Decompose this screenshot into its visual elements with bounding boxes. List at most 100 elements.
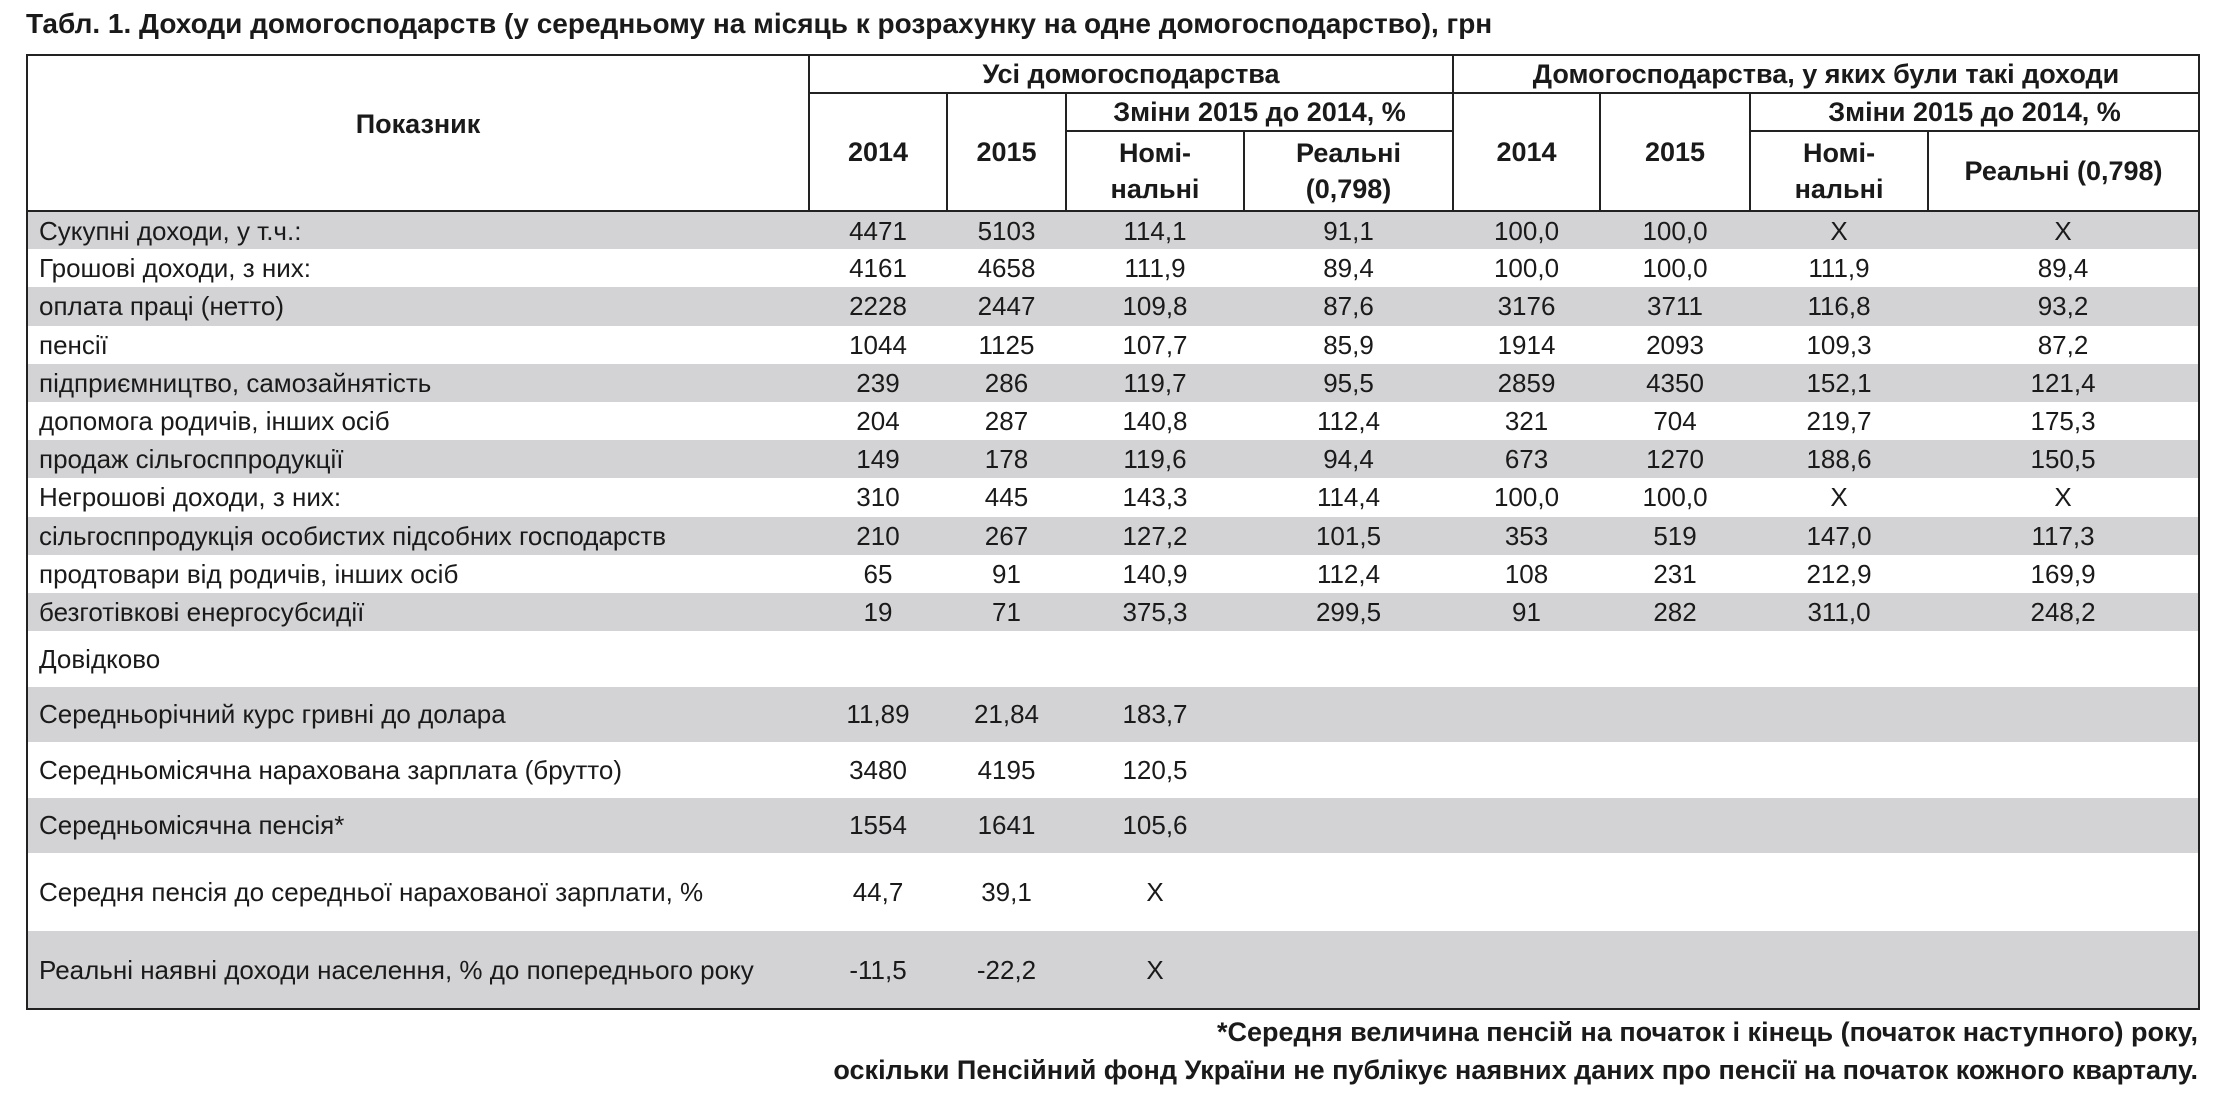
cell-value: 1270	[1646, 444, 1704, 475]
header-with-2014: 2014	[1452, 92, 1602, 212]
cell-value: 248,2	[1928, 592, 2201, 632]
cell-value: 704	[1653, 406, 1697, 437]
cell-value: 116,8	[1807, 291, 1871, 322]
header-all-nominal: Номі-нальні	[1065, 130, 1245, 212]
row-label: сільгосппродукція особистих підсобних го…	[26, 516, 809, 555]
cell-value: X	[1830, 215, 1848, 246]
cell-value: 1044	[849, 329, 907, 360]
table-title: Табл. 1. Доходи домогосподарств (у серед…	[26, 8, 1493, 39]
table-row: безготівкові енергосубсидії 19 71 375,3 299,…	[26, 592, 2201, 632]
cell-value: 100,0	[1642, 253, 1708, 284]
footnote-line-2: оскільки Пенсійний фонд України не публі…	[833, 1055, 2198, 1085]
cell-value: 114,1	[1123, 215, 1187, 246]
cell-value: 112,4	[1316, 558, 1381, 589]
cell-value: 114,4	[1316, 482, 1381, 513]
cell-value: -22,2	[947, 931, 1066, 1011]
cell-value: 89,4	[1928, 249, 2201, 288]
cell-value: 117,3	[1928, 516, 2201, 555]
cell-value: 210	[856, 520, 900, 551]
reference-row: Середньомісячна нарахована зарплата (бру…	[26, 742, 2201, 798]
cell-value: 21,84	[973, 699, 1040, 730]
cell-value: 105,6	[1122, 810, 1188, 841]
table-header: Показник Усі домогосподарства Домогоспод…	[26, 54, 2201, 212]
cell-value: 147,0	[1806, 520, 1872, 551]
cell-value: 445	[984, 482, 1029, 513]
table-row: продаж сільгосппродукції 149 178 119,6 94,4 6…	[26, 440, 2201, 479]
table-row: оплата праці (нетто) 2228 2447 109,8 87,6 317…	[26, 287, 2201, 326]
cell-value: 3711	[1647, 291, 1703, 322]
row-label: підприємництво, самозайнятість	[26, 363, 809, 402]
row-label: Грошові доходи, з них:	[26, 249, 809, 288]
table-row: підприємництво, самозайнятість 239 286 119,…	[26, 363, 2201, 402]
cell-value: 100,0	[1642, 215, 1708, 246]
table-row: Грошові доходи, з них: 4161 4658 111,9 89,4 1…	[26, 249, 2201, 288]
cell-value: 101,5	[1315, 520, 1382, 551]
reference-row: Реальні наявні доходи населення, % до по…	[26, 931, 2201, 1011]
empty-cell	[809, 631, 2201, 687]
cell-value: 150,5	[1928, 440, 2201, 479]
cell-value: 4195	[977, 754, 1036, 785]
header-all-2015: 2015	[946, 92, 1067, 212]
cell-value: 287	[984, 406, 1029, 437]
cell-value: X	[1146, 877, 1164, 908]
row-label: Середньорічний курс гривні до долара	[26, 686, 809, 743]
row-label: Середньомісячна нарахована зарплата (бру…	[26, 742, 809, 798]
cell-value: 44,7	[852, 877, 904, 908]
cell-value: 112,4	[1316, 406, 1381, 437]
row-label: Сукупні доходи, у т.ч.:	[26, 211, 809, 250]
reference-row: Середньорічний курс гривні до долара 11,8…	[26, 686, 2201, 743]
cell-value: 204	[856, 406, 900, 437]
cell-value: 212,9	[1806, 558, 1872, 589]
table-row: Негрошові доходи, з них: 310 445 143,3 114,4…	[26, 478, 2201, 517]
cell-value: 19	[863, 596, 893, 627]
table-row: сільгосппродукція особистих підсобних го…	[26, 516, 2201, 555]
cell-value: 107,7	[1122, 329, 1188, 360]
cell-value: 65	[863, 558, 893, 589]
header-households-with-income: Домогосподарства, у яких були такі доход…	[1452, 54, 2201, 94]
empty-cell	[1244, 797, 2201, 854]
cell-value: 119,7	[1123, 367, 1187, 398]
reference-label: Довідково	[26, 631, 809, 687]
row-label: Негрошові доходи, з них:	[26, 478, 809, 517]
cell-value: 2093	[1646, 329, 1704, 360]
cell-value: 2228	[849, 291, 907, 322]
table-row: Сукупні доходи, у т.ч.: 4471 5103 114,1 91,1…	[26, 211, 2201, 250]
cell-value: 519	[1653, 520, 1697, 551]
empty-cell	[1244, 853, 2201, 932]
footnote-line-1: *Середня величина пенсій на початок і кі…	[1216, 1017, 2198, 1047]
table-row: пенсії 1044 1125 107,7 85,9 1914 2093 109,3 87,2	[26, 325, 2201, 364]
cell-value: 286	[984, 367, 1029, 398]
header-with-2015: 2015	[1599, 92, 1752, 212]
cell-value: 11,89	[846, 699, 910, 730]
cell-value: 311,0	[1807, 596, 1871, 627]
cell-value: 127,2	[1122, 520, 1188, 551]
row-label: пенсії	[26, 325, 809, 364]
cell-value: 108	[1504, 558, 1549, 589]
cell-value: 1641	[977, 810, 1036, 841]
header-indicator: Показник	[26, 54, 810, 212]
cell-value: 109,3	[1806, 329, 1872, 360]
cell-value: -11,5	[809, 931, 947, 1011]
cell-value: 143,3	[1122, 482, 1188, 513]
cell-value: 85,9	[1323, 329, 1374, 360]
cell-value: 219,7	[1806, 406, 1872, 437]
cell-value: 282	[1653, 596, 1697, 627]
cell-value: 152,1	[1806, 367, 1872, 398]
income-table: Показник Усі домогосподарства Домогоспод…	[26, 54, 2201, 1011]
cell-value: 91	[1512, 596, 1541, 627]
header-with-real: Реальні (0,798)	[1927, 130, 2201, 212]
cell-value: 121,4	[1928, 363, 2201, 402]
cell-value: 1554	[849, 810, 907, 841]
cell-value: 3480	[849, 754, 907, 785]
cell-value: 1914	[1497, 329, 1556, 360]
cell-value: 2447	[977, 291, 1036, 322]
cell-value: 89,4	[1323, 253, 1374, 284]
reference-row: Середньомісячна пенсія* 1554 1641 105,6	[26, 797, 2201, 854]
cell-value: 95,5	[1323, 367, 1374, 398]
cell-value: 71	[992, 596, 1021, 627]
header-all-real: Реальні (0,798)	[1242, 130, 1455, 212]
table-body: Сукупні доходи, у т.ч.: 4471 5103 114,1 91,1…	[26, 211, 2201, 1011]
cell-value: 3176	[1497, 291, 1556, 322]
cell-value: 673	[1504, 444, 1549, 475]
table-row: допомога родичів, інших осіб 204 287 140,8 1…	[26, 401, 2201, 441]
